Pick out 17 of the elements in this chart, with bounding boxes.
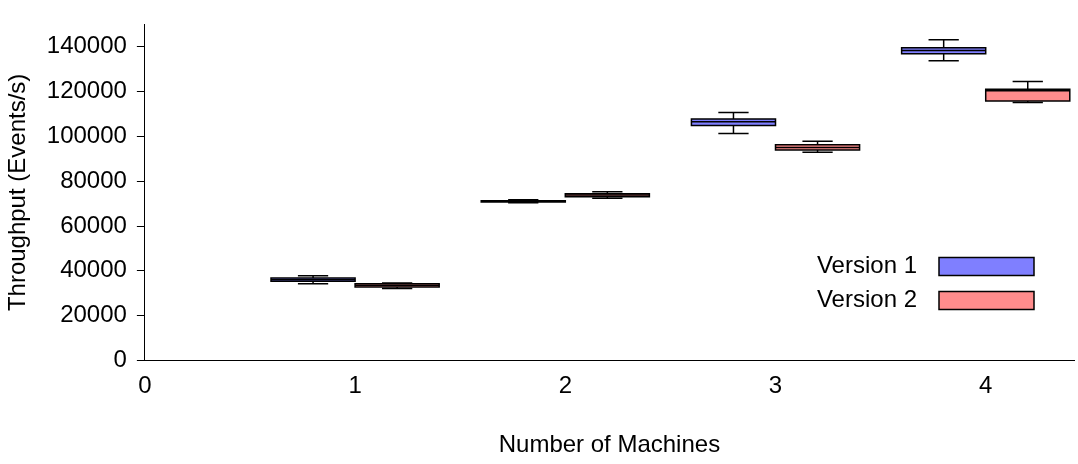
- x-tick-label: 2: [558, 371, 572, 399]
- x-tick-label: 1: [348, 371, 362, 399]
- y-tick-label: 40000: [60, 255, 127, 283]
- y-axis-title: Throughput (Events/s): [3, 73, 31, 312]
- legend-label: Version 2: [816, 285, 917, 313]
- x-tick-label: 0: [138, 371, 152, 399]
- y-tick-label: 0: [113, 345, 127, 373]
- y-tick-label: 60000: [60, 210, 127, 238]
- x-axis-title: Number of Machines: [498, 430, 721, 458]
- y-tick-label: 120000: [46, 76, 127, 104]
- x-tick-label: 4: [979, 371, 993, 399]
- y-tick-label: 80000: [60, 165, 127, 193]
- y-tick-label: 100000: [46, 121, 127, 149]
- x-tick-label: 3: [768, 371, 783, 399]
- legend-label: Version 1: [816, 251, 917, 279]
- y-tick-label: 20000: [60, 300, 127, 328]
- y-tick-label: 140000: [46, 31, 127, 59]
